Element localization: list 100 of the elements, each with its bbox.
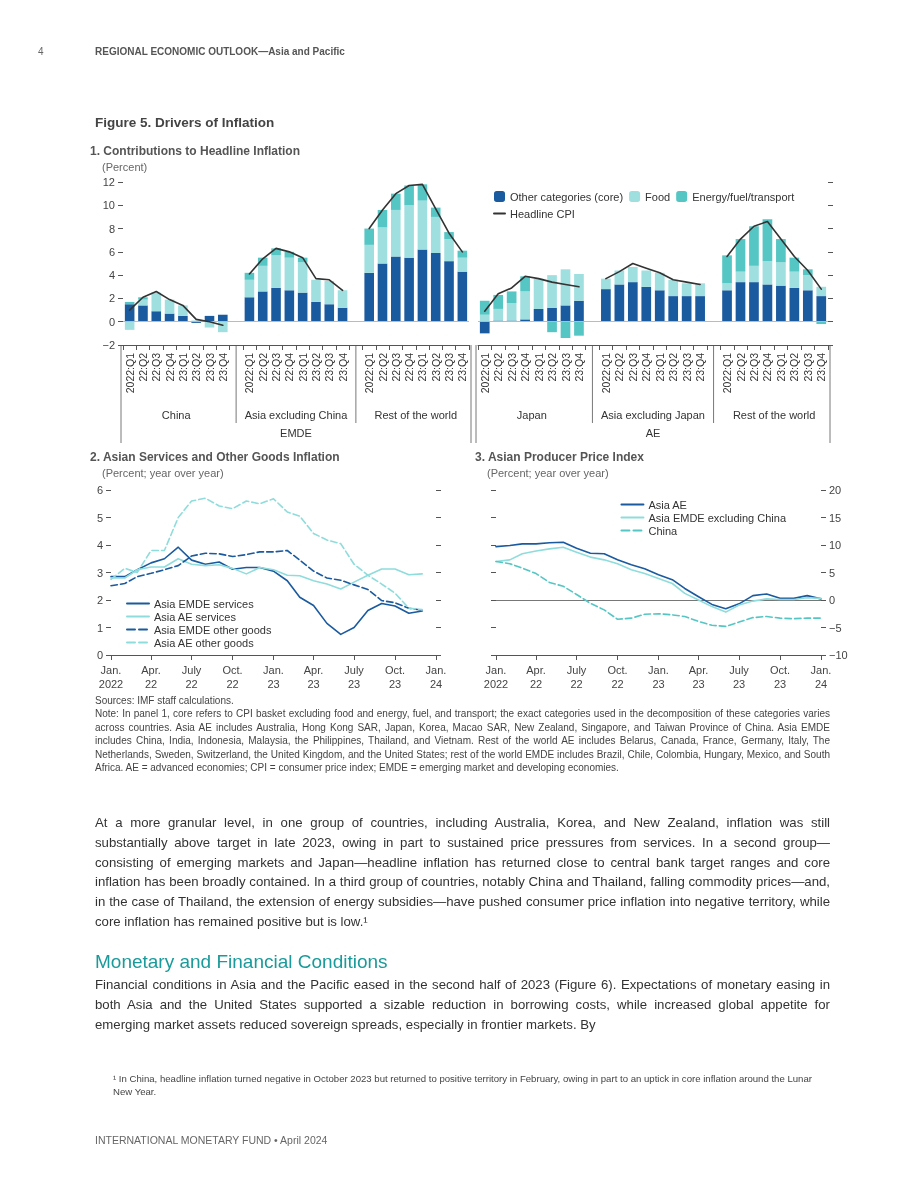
x-tick-label: Apr. 23 <box>688 664 709 690</box>
legend-label: Asia EMDE other goods <box>154 623 272 636</box>
x-tick-label: 23:Q3 <box>801 352 814 382</box>
legend-label: Energy/fuel/transport <box>692 190 795 203</box>
x-tick-label: 2022:Q1 <box>478 352 491 394</box>
x-tick-label: 22:Q4 <box>640 352 653 382</box>
x-tick-label: July 22 <box>566 664 587 690</box>
y-tick-label: 4 <box>96 539 103 551</box>
x-tick-label: 23:Q2 <box>667 352 680 382</box>
x-tick-label: Apr. 22 <box>141 664 161 690</box>
y-tick-label: 1 <box>96 621 103 634</box>
x-tick-label: July 23 <box>729 664 750 690</box>
x-tick-label: 22:Q3 <box>747 352 760 382</box>
x-tick-label: 23:Q1 <box>416 352 429 382</box>
y2-tick-label: 20 <box>829 484 842 496</box>
y-tick-label: 12 <box>102 176 115 188</box>
x-tick-label: 22:Q3 <box>270 352 283 382</box>
y-axis-title: (Percent; year over year) <box>102 466 224 479</box>
x-tick-label: Jan. 2022 <box>98 664 124 690</box>
x-tick-label: 23:Q4 <box>216 352 229 382</box>
text: ¹ In China, headline inflation turned negative in October 2023 but returned to positive territory in February, owing in part to an uptick in core inflation around the Lunar New Year. <box>113 1073 813 1099</box>
text: Note: In panel 1, core refers to CPI basket excluding food and energy, fuel, and transport; the exact categories used in the decomposition of these categories varies across countries. Asia AE includes Australia, Hong Kong SAR, Japan, Korea, Macao SAR, New Zealand, Singapore, and Taiwan Province of China. Asia EMDE includes China, India, Indonesia, Malaysia, the Philippines, Thailand, and Vietnam. Rest of the world AE includes Belarus, Canada, France, Germany, Italy, The Netherlands, Sweden, Switzerland, the United Kingdom, and the United States; rest of the world EMDE includes Brazil, Chile, Colombia, Hungary, Mexico, and South Africa. AE = advanced economies; CPI = consumer price index; EMDE = emerging market and developing economies. <box>95 707 830 775</box>
y2-tick-label: 10 <box>829 539 842 551</box>
x-tick-label: 2022:Q1 <box>363 352 376 394</box>
x-tick-label: Oct. 22 <box>607 664 628 690</box>
y-tick-label: 6 <box>108 245 115 258</box>
x-tick-label: 23:Q1 <box>296 352 309 382</box>
legend-label: China <box>648 524 679 537</box>
y-tick-label: 2 <box>108 292 115 305</box>
text: At a more granular level, in one group of countries, including Australia, Korea, and New Zealand, inflation was still substantially above target in late 2023, owing in part to sustained price pressures from services. In a second group—consisting of emerging markets and Japan—headline inflation has returned close to central bank target ranges and core inflation has been broadly contained. In a third group of countries, notably China and Thailand, falling commodity prices—and, in the case of Thailand, the extension of energy subsidies—have pushed consumer price inflation into negative territory, while core inflation has remained positive but is low.¹ <box>95 814 830 931</box>
x-tick-label: 23:Q1 <box>532 352 545 382</box>
x-tick-label: 23:Q1 <box>176 352 189 382</box>
x-tick-label: 22:Q4 <box>403 352 416 382</box>
legend-label: Food <box>645 190 671 203</box>
x-tick-label: 23:Q1 <box>653 352 666 382</box>
x-tick-label: 23:Q3 <box>559 352 572 382</box>
text: Rest of the world <box>374 408 458 421</box>
x-tick-label: 23:Q1 <box>774 352 787 382</box>
x-tick-label: 23:Q4 <box>572 352 585 382</box>
x-tick-label: 23:Q2 <box>788 352 801 382</box>
y2-tick-label: 0 <box>829 594 836 606</box>
x-tick-label: 22:Q2 <box>376 352 389 382</box>
x-tick-label: 23:Q3 <box>443 352 456 382</box>
x-tick-label: 2022:Q1 <box>599 352 612 394</box>
text: INTERNATIONAL MONETARY FUND • April 2024 <box>95 1133 329 1148</box>
y-tick-label: 3 <box>96 566 103 579</box>
x-tick-label: 22:Q2 <box>256 352 269 382</box>
y2-tick-label: −10 <box>829 649 848 661</box>
text: Monetary and Financial Conditions <box>95 950 389 974</box>
x-tick-label: 23:Q2 <box>309 352 322 382</box>
x-tick-label: 22:Q4 <box>761 352 774 382</box>
x-tick-label: 2022:Q1 <box>123 352 136 394</box>
text: China <box>161 408 192 421</box>
x-tick-label: Apr. 23 <box>303 664 324 690</box>
source-note: Sources: IMF staff calculations. <box>95 694 235 708</box>
x-tick-label: Jan. 24 <box>810 664 832 690</box>
x-tick-label: 23:Q3 <box>203 352 216 382</box>
text: REGIONAL ECONOMIC OUTLOOK—Asia and Pacific <box>95 45 346 59</box>
text: Figure 5. Drivers of Inflation <box>95 114 276 132</box>
x-tick-label: Jan. 23 <box>648 664 669 690</box>
x-tick-label: 22:Q3 <box>626 352 639 382</box>
x-tick-label: Oct. 23 <box>384 664 406 690</box>
y-tick-label: 0 <box>96 649 103 661</box>
x-tick-label: 23:Q2 <box>546 352 559 382</box>
y-tick-label: 0 <box>108 315 115 328</box>
x-tick-label: Oct. 22 <box>222 664 243 690</box>
legend-label: Asia AE <box>648 498 687 511</box>
x-tick-label: 23:Q4 <box>456 352 469 382</box>
y2-tick-label: 5 <box>829 566 836 579</box>
x-tick-label: 23:Q2 <box>429 352 442 382</box>
y2-tick-label: −5 <box>829 621 842 634</box>
x-tick-label: July 23 <box>344 664 365 690</box>
text: Rest of the world <box>732 408 816 421</box>
x-tick-label: 23:Q4 <box>694 352 707 382</box>
y-tick-label: 4 <box>108 269 115 282</box>
legend-label: Other categories (core) <box>510 190 624 203</box>
chart-title: 3. Asian Producer Price Index <box>475 450 645 464</box>
x-tick-label: 22:Q2 <box>136 352 149 382</box>
x-tick-label: 22:Q4 <box>163 352 176 382</box>
chart-title: 2. Asian Services and Other Goods Inflation <box>90 450 340 464</box>
x-tick-label: 22:Q4 <box>519 352 532 382</box>
legend-label: Asia EMDE excluding China <box>648 511 787 524</box>
legend-label: Asia AE services <box>154 610 237 623</box>
text: AE <box>645 426 661 439</box>
x-tick-label: 23:Q3 <box>680 352 693 382</box>
chart-title: 1. Contributions to Headline Inflation <box>90 144 300 158</box>
x-tick-label: Jan. 24 <box>425 664 447 690</box>
x-tick-label: 2022:Q1 <box>243 352 256 394</box>
text: EMDE <box>280 426 312 439</box>
x-tick-label: 23:Q3 <box>323 352 336 382</box>
y-tick-label: 6 <box>96 484 103 496</box>
x-tick-label: 22:Q2 <box>613 352 626 382</box>
y2-tick-label: 15 <box>829 511 842 524</box>
x-tick-label: 22:Q3 <box>150 352 163 382</box>
x-tick-label: 23:Q4 <box>815 352 828 382</box>
legend-label: Asia EMDE services <box>154 597 255 610</box>
x-tick-label: July 22 <box>181 664 202 690</box>
text: Financial conditions in Asia and the Pacific eased in the second half of 2023 (Figure 6). Expectations of monetary easing in both Asia and the United States supported a sizable reduction in borrowing costs, while increased global appetite for emerging market assets reduced sovereign spreads, especially in frontier markets. By <box>95 976 830 1034</box>
y-tick-label: 10 <box>102 199 115 212</box>
legend-label: Asia AE other goods <box>154 636 255 649</box>
